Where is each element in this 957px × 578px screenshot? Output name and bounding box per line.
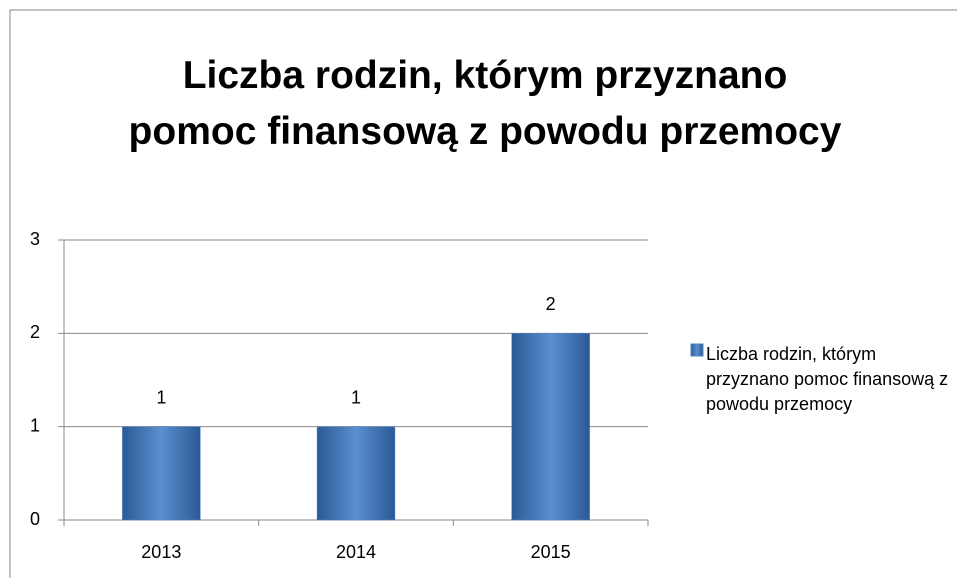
data-label: 1 — [351, 387, 361, 407]
frame — [9, 9, 957, 578]
y-tick-label: 3 — [30, 229, 40, 249]
bar — [511, 333, 590, 521]
chart-title: Liczba rodzin, którym przyznano pomoc fi… — [128, 54, 842, 153]
data-label: 1 — [156, 387, 166, 407]
y-tick-label: 1 — [30, 415, 40, 435]
data-label: 2 — [546, 294, 556, 314]
bar — [122, 426, 201, 521]
x-tick-label: 2014 — [336, 542, 376, 562]
x-tick-label: 2015 — [531, 542, 571, 562]
legend-label: Liczba rodzin, którym przyznano pomoc fi… — [706, 344, 949, 414]
legend-marker — [690, 343, 704, 357]
y-tick-label: 0 — [30, 509, 40, 529]
bar — [316, 426, 396, 521]
x-tick-label: 2013 — [141, 542, 181, 562]
y-tick-label: 2 — [30, 322, 40, 342]
